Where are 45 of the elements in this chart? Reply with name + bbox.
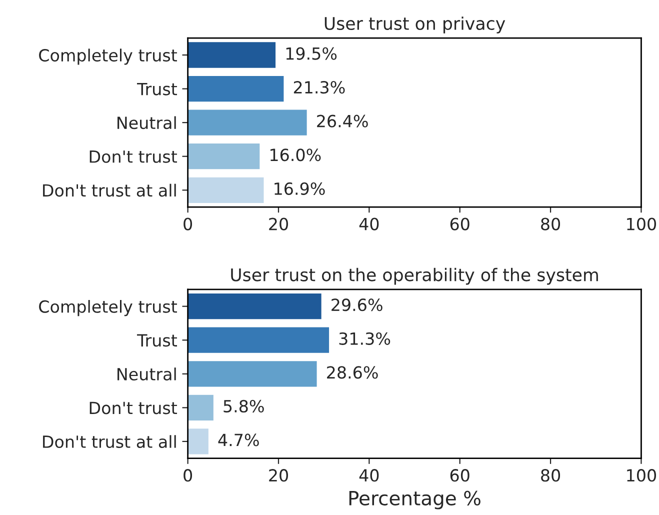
x-tick-label: 60 (450, 469, 470, 482)
x-tick-label: 0 (184, 218, 192, 230)
x-tick-label: 20 (269, 218, 288, 230)
bar (188, 360, 318, 388)
data-label: 16.9% (274, 182, 325, 195)
data-label: 4.7% (218, 434, 259, 446)
y-tick-label: Don't trust at all (43, 435, 176, 448)
y-tick-label: Don't trust (90, 402, 178, 414)
data-label: 16.0% (270, 148, 321, 162)
bar (188, 74, 286, 103)
y-tick-label: Trust (136, 82, 178, 96)
y-tick-label: Trust (136, 334, 178, 347)
data-label: 28.6% (327, 366, 378, 379)
data-label: 19.5% (286, 47, 337, 60)
data-label: 5.8% (224, 400, 264, 413)
bar (188, 427, 210, 456)
x-tick-label: 0 (184, 469, 192, 482)
x-tick-label: 40 (359, 469, 379, 482)
data-label: 29.6% (332, 298, 382, 312)
chart-title: User trust on privacy (324, 16, 506, 34)
x-tick-label: 80 (541, 469, 560, 482)
data-label: 26.4% (317, 114, 368, 128)
x-tick-label: 20 (269, 469, 288, 482)
y-tick-label: Don't trust at all (43, 184, 176, 197)
x-tick-label: 100 (627, 218, 656, 230)
bar (188, 393, 215, 422)
y-tick-label: Don't trust (90, 150, 178, 163)
data-label: 31.3% (339, 332, 390, 345)
y-tick-label: Completely trust (39, 300, 177, 316)
x-tick-label: 100 (627, 469, 656, 482)
x-tick-label: 80 (541, 218, 560, 230)
x-tick-label: 60 (450, 218, 470, 230)
y-tick-label: Neutral (118, 368, 176, 380)
x-tick-label: 40 (359, 218, 379, 230)
bar (188, 176, 266, 204)
bar (188, 40, 277, 70)
bar (188, 108, 308, 137)
y-tick-label: Neutral (118, 116, 176, 130)
y-tick-label: Completely trust (39, 48, 177, 65)
x-axis-title: Percentage % (349, 490, 480, 510)
bar (188, 326, 330, 354)
data-label: 21.3% (294, 81, 345, 94)
chart-title: User trust on the operability of the system (231, 268, 598, 285)
bar (188, 142, 262, 171)
bar (188, 292, 323, 321)
